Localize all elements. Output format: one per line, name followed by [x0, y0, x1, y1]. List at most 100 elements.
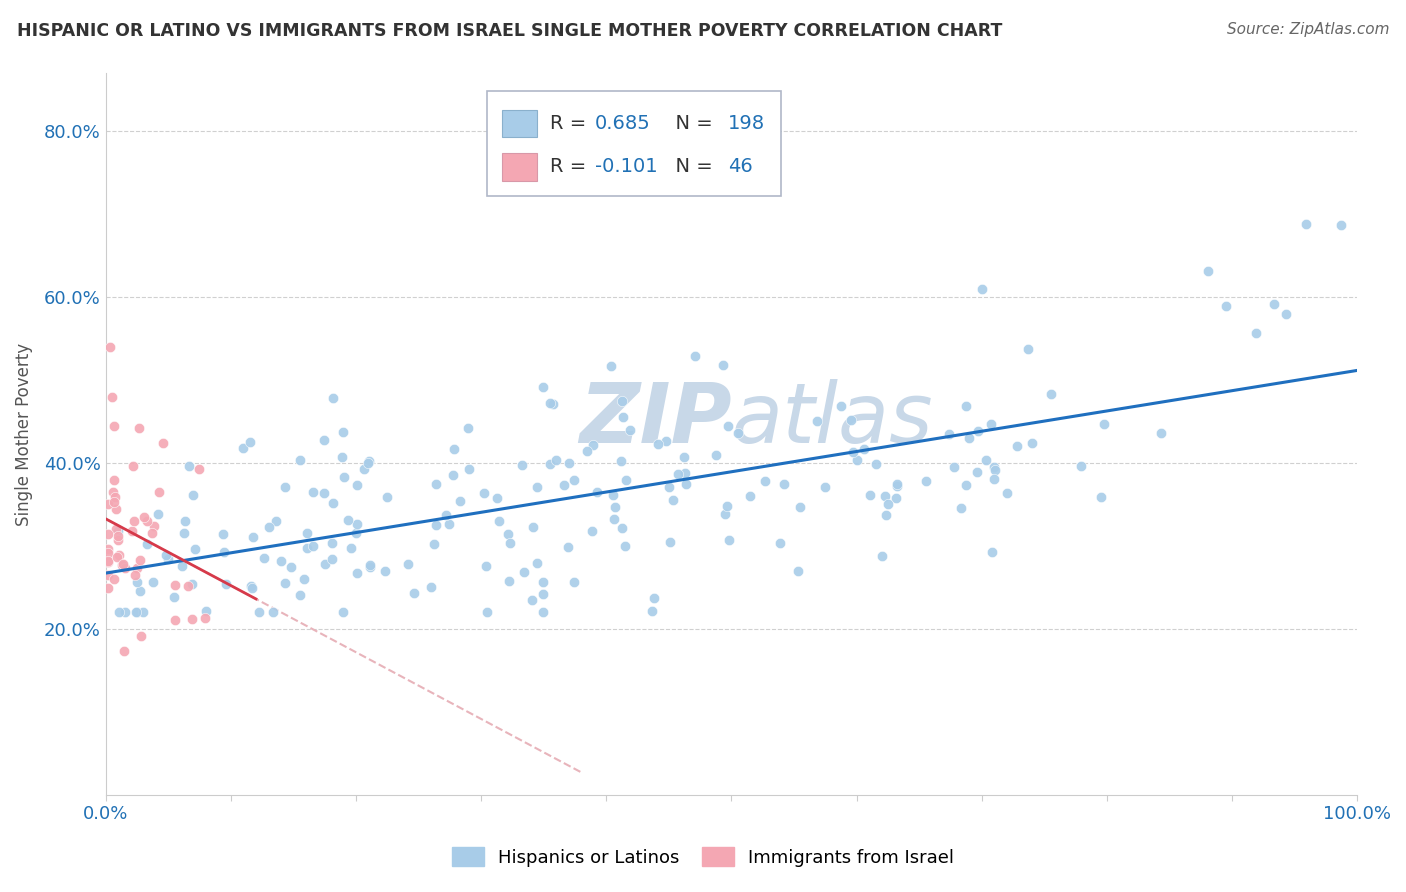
Point [333, 469, 356, 483]
Point [240, 579, 263, 593]
Point [441, 467, 464, 482]
Point [915, 474, 938, 488]
Point [142, 574, 165, 589]
Point [475, 559, 498, 574]
Point [718, 533, 741, 547]
Point [1092, 417, 1115, 431]
Point [557, 456, 579, 470]
Point [886, 477, 908, 491]
Point [129, 629, 152, 643]
Point [136, 537, 159, 551]
Text: HISPANIC OR LATINO VS IMMIGRANTS FROM ISRAEL SINGLE MOTHER POVERTY CORRELATION C: HISPANIC OR LATINO VS IMMIGRANTS FROM IS… [17, 22, 1002, 40]
Point [97, 527, 120, 541]
Point [983, 471, 1005, 485]
Point [472, 486, 495, 500]
Point [675, 477, 697, 491]
Point [321, 536, 343, 550]
Point [1021, 435, 1043, 450]
Point [526, 556, 548, 570]
Point [842, 445, 865, 459]
Point [859, 488, 882, 502]
Point [312, 433, 335, 447]
Point [546, 452, 568, 467]
Point [1039, 386, 1062, 401]
Point [359, 558, 381, 572]
Point [124, 606, 146, 620]
Point [172, 559, 194, 574]
Point [359, 560, 381, 574]
Point [274, 576, 297, 591]
Point [253, 551, 276, 566]
Point [813, 479, 835, 493]
Point [187, 462, 209, 476]
Point [457, 420, 479, 434]
Point [148, 484, 170, 499]
Text: N =: N = [662, 157, 718, 177]
Text: 46: 46 [728, 157, 752, 177]
Point [340, 541, 363, 555]
Point [232, 441, 254, 455]
Point [602, 512, 624, 526]
Point [127, 574, 149, 589]
Point [264, 514, 287, 528]
Point [603, 500, 626, 514]
Point [107, 533, 129, 548]
Point [575, 444, 598, 458]
Point [526, 480, 548, 494]
Point [396, 557, 419, 571]
Point [425, 517, 447, 532]
FancyBboxPatch shape [502, 110, 537, 137]
Point [125, 606, 148, 620]
Point [292, 572, 315, 586]
Point [177, 458, 200, 473]
Point [873, 490, 896, 504]
Point [659, 535, 682, 549]
Point [475, 606, 498, 620]
Point [510, 458, 533, 472]
Point [239, 435, 262, 450]
Point [498, 574, 520, 589]
Point [1330, 218, 1353, 232]
Point [142, 519, 165, 533]
Point [538, 396, 561, 410]
Point [314, 558, 336, 572]
Point [1275, 307, 1298, 321]
Point [344, 525, 367, 540]
Point [714, 507, 737, 521]
Point [602, 488, 624, 502]
Point [104, 522, 127, 536]
Point [886, 479, 908, 493]
Point [257, 519, 280, 533]
Point [853, 442, 876, 456]
Point [972, 282, 994, 296]
Text: R =: R = [550, 157, 592, 177]
Point [439, 517, 461, 532]
Point [247, 606, 270, 620]
Point [865, 457, 887, 471]
Point [499, 535, 522, 549]
Point [180, 612, 202, 626]
Point [121, 524, 143, 538]
Point [619, 424, 641, 438]
Y-axis label: Single Mother Poverty: Single Mother Poverty [15, 343, 32, 525]
Point [336, 513, 359, 527]
Point [97, 542, 120, 557]
Point [129, 552, 152, 566]
Point [101, 390, 124, 404]
Point [420, 580, 443, 594]
Point [98, 340, 121, 354]
Point [122, 458, 145, 473]
Point [955, 478, 977, 492]
Point [423, 537, 446, 551]
Point [531, 380, 554, 394]
Point [512, 566, 534, 580]
Point [163, 578, 186, 592]
Point [375, 490, 398, 504]
Point [557, 540, 579, 554]
Text: ZIP: ZIP [579, 379, 731, 460]
Point [330, 450, 353, 464]
Point [1215, 299, 1237, 313]
Point [332, 606, 354, 620]
Point [359, 454, 381, 468]
Point [215, 577, 238, 591]
